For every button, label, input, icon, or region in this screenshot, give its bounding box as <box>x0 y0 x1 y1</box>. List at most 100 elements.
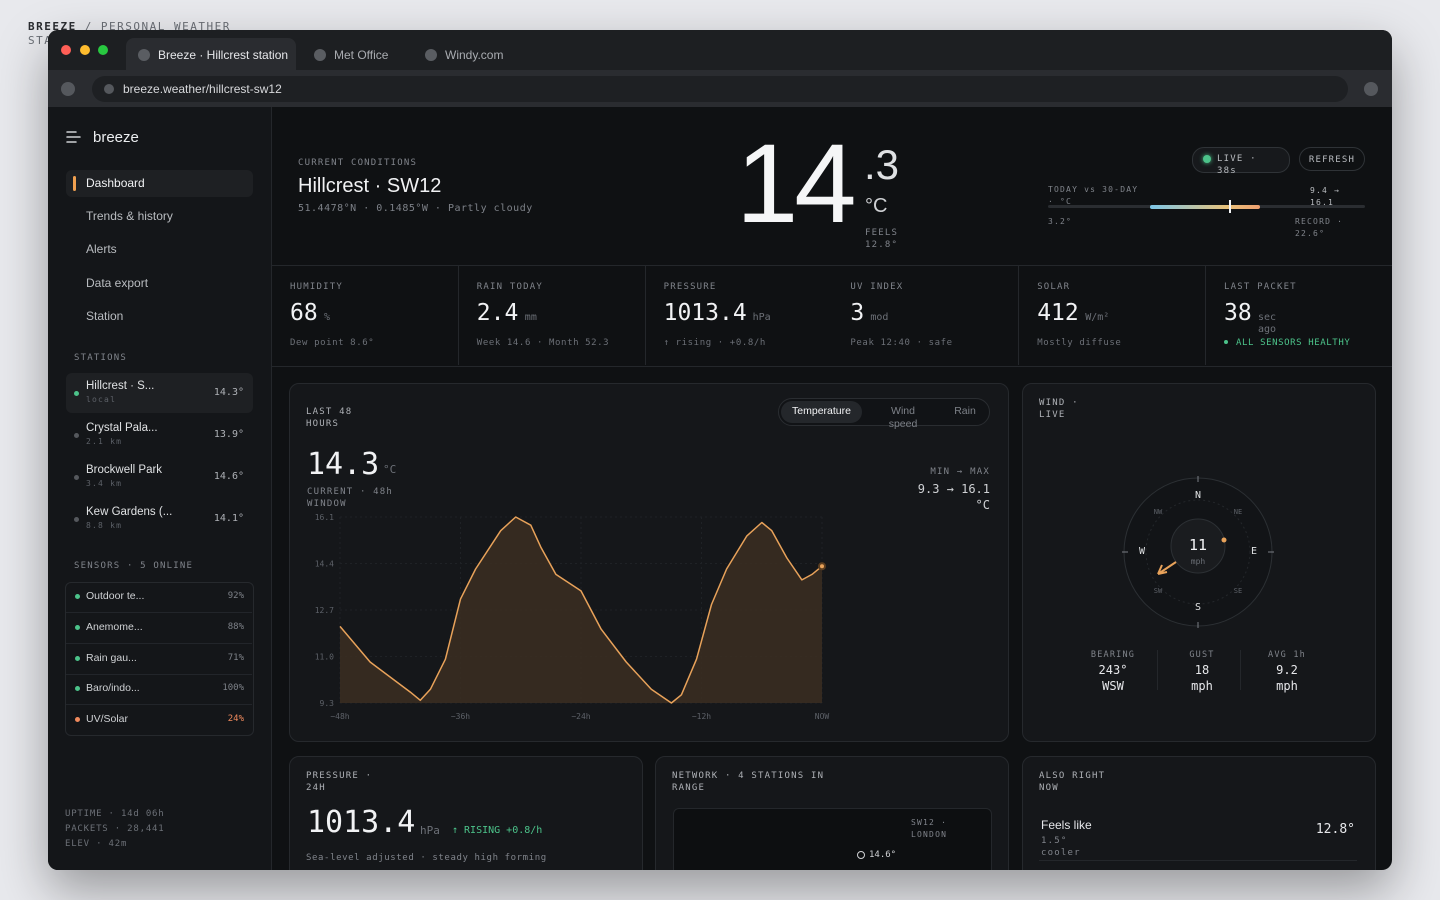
divider <box>1205 266 1206 365</box>
range-label: MIN → MAX <box>930 467 990 477</box>
y-tick-label: 12.7 <box>315 606 334 615</box>
compass-label: S <box>1194 602 1202 613</box>
temperature-unit: °C <box>865 195 888 217</box>
station-temp: 14.6° <box>213 471 244 482</box>
url: breeze.weather/hillcrest-sw12 <box>123 82 282 96</box>
pressure-panel <box>289 756 643 870</box>
station-name[interactable]: Hillcrest · S... <box>86 380 155 392</box>
y-tick-label: 16.1 <box>315 513 334 522</box>
station-distance: 2.1 km <box>86 437 123 446</box>
station-name[interactable]: Crystal Pala... <box>86 422 158 434</box>
sensor-dot <box>75 594 80 599</box>
wind-stat-value: 243° <box>1098 663 1128 677</box>
nav-item[interactable]: Station <box>86 308 124 323</box>
stats-row <box>271 265 1392 367</box>
minimize-button[interactable] <box>80 45 90 55</box>
active-tab[interactable] <box>126 38 296 70</box>
chart-tab[interactable]: Rain <box>954 405 976 417</box>
stat-value: 68 <box>290 300 318 326</box>
pressure-note: Sea-level adjusted · steady high forming <box>306 853 547 863</box>
label: CURRENT CONDITIONS <box>298 158 418 168</box>
stat-label: LAST PACKET <box>1224 282 1297 292</box>
station-active[interactable] <box>66 373 253 413</box>
stat-value: 412 <box>1037 300 1079 326</box>
compass-label: NE <box>1233 508 1243 516</box>
nav-item[interactable]: Data export <box>86 275 149 290</box>
separator: / <box>84 20 93 33</box>
chart-tab-active <box>781 401 862 423</box>
sensor-level: 88% <box>227 621 244 632</box>
stat-value: 3 <box>850 300 865 326</box>
nav-item[interactable]: Dashboard <box>86 176 145 190</box>
crumb: BREEZE <box>28 20 77 33</box>
sensor-name: Baro/indo... <box>86 682 140 695</box>
x-tick-label: −24h <box>571 712 590 721</box>
sensor-name: Rain gau... <box>86 651 137 664</box>
stat-label: UV INDEX <box>850 282 904 292</box>
menu-button[interactable] <box>1364 82 1378 96</box>
stat-label: HUMIDITY <box>290 282 343 292</box>
map-marker <box>857 851 865 859</box>
footer-stat: ELEV · 42m <box>65 839 128 849</box>
current-point <box>818 562 826 571</box>
range-low: 3.2° <box>1048 217 1073 226</box>
divider <box>66 642 252 644</box>
tab-title[interactable]: Windy.com <box>445 48 504 62</box>
station-map <box>673 808 992 870</box>
tab-title[interactable]: Met Office <box>334 48 389 62</box>
back-button[interactable] <box>61 82 75 96</box>
sensor-level: 24% <box>227 714 244 725</box>
map-station: SW12 · LONDON <box>911 818 948 839</box>
y-tick-label: 9.3 <box>320 699 335 708</box>
station-name[interactable]: Brockwell Park <box>86 464 163 476</box>
also-value: 12.8° <box>1315 822 1355 837</box>
station-distance: local <box>86 395 117 404</box>
footer-stat: UPTIME · 14d 06h <box>65 809 165 819</box>
stat-unit: W/m² <box>1085 312 1110 323</box>
refresh-button[interactable]: REFRESH <box>1299 147 1365 171</box>
stat-label: PRESSURE <box>663 282 717 292</box>
chart-tab[interactable]: Temperature <box>792 405 851 417</box>
sensor-dot <box>75 717 80 723</box>
divider <box>1240 650 1241 690</box>
chart-tab[interactable]: Wind speed <box>888 405 918 430</box>
compass-label: SE <box>1233 587 1243 595</box>
stat-label: SOLAR <box>1037 282 1071 292</box>
station-distance: 8.8 km <box>86 521 123 530</box>
stat-unit: % <box>324 312 331 323</box>
maximize-button[interactable] <box>98 45 108 55</box>
current-note: CURRENT · 48h WINDOW <box>307 487 394 509</box>
station-name[interactable]: Kew Gardens (... <box>86 506 173 518</box>
url-field[interactable] <box>92 76 1348 102</box>
nav-item[interactable]: Alerts <box>86 242 117 257</box>
stat-unit: sec ago <box>1258 312 1277 335</box>
brand-icon <box>66 131 81 143</box>
live-status: LIVE · 38s <box>1217 154 1257 176</box>
stat-note: ALL SENSORS HEALTHY <box>1236 338 1351 348</box>
current-value: 14.3 <box>307 447 380 482</box>
bearing-arrow <box>1157 561 1177 575</box>
range-marker <box>1229 200 1231 213</box>
wind-stat-value: 9.2 <box>1276 663 1298 677</box>
station-distance: 3.4 km <box>86 479 123 488</box>
temperature: 14 <box>736 121 857 246</box>
section-heading: STATIONS <box>74 353 127 363</box>
close-button[interactable] <box>61 45 71 55</box>
stat-unit: mm <box>524 312 537 323</box>
divider <box>1039 860 1357 861</box>
compass-ticks <box>1122 476 1274 628</box>
status-dot <box>1224 340 1228 344</box>
stat-unit: mod <box>870 312 889 323</box>
tab-title[interactable]: Breeze · Hillcrest station <box>158 48 289 62</box>
wind-stat-sub: WSW <box>1102 679 1124 693</box>
divider <box>1018 266 1020 365</box>
sensor-level: 100% <box>222 683 244 694</box>
nav-item[interactable]: Trends & history <box>86 209 173 224</box>
wind-stat-label: BEARING <box>1090 650 1136 660</box>
sensor-level: 71% <box>227 652 244 663</box>
divider <box>66 612 252 613</box>
sensor-dot <box>75 655 80 661</box>
stat-note: Mostly diffuse <box>1037 338 1122 348</box>
tab-icon <box>314 49 326 61</box>
